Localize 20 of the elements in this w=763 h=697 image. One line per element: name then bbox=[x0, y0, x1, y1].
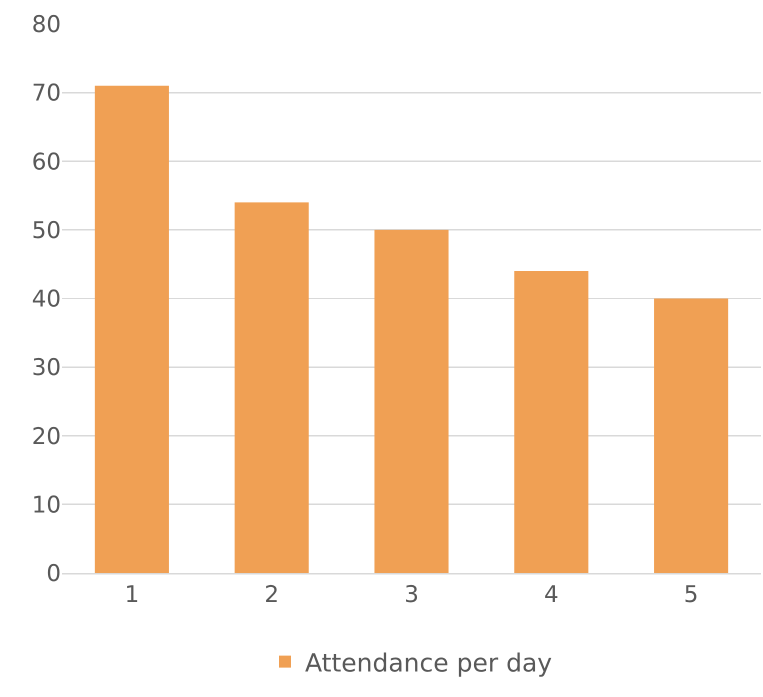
y-tick-label: 10 bbox=[32, 492, 61, 518]
y-tick-label: 80 bbox=[32, 12, 61, 38]
bar bbox=[654, 298, 728, 573]
x-tick-label: 3 bbox=[404, 582, 419, 608]
x-tick-label: 5 bbox=[684, 582, 698, 608]
bar bbox=[374, 230, 449, 573]
y-tick-label: 70 bbox=[32, 80, 61, 107]
x-tick-label: 2 bbox=[264, 582, 280, 608]
bar bbox=[514, 271, 588, 573]
legend-label: Attendance per day bbox=[305, 648, 552, 678]
bar bbox=[234, 202, 309, 573]
y-tick-label: 0 bbox=[46, 561, 61, 588]
y-tick-label: 60 bbox=[32, 149, 61, 176]
x-tick-label: 1 bbox=[124, 582, 140, 608]
y-tick-label: 50 bbox=[32, 218, 61, 244]
x-tick-label: 4 bbox=[544, 582, 559, 608]
y-tick-label: 20 bbox=[32, 424, 61, 450]
bar bbox=[94, 86, 169, 573]
y-tick-label: 30 bbox=[32, 355, 61, 382]
y-tick-label: 40 bbox=[32, 286, 61, 313]
